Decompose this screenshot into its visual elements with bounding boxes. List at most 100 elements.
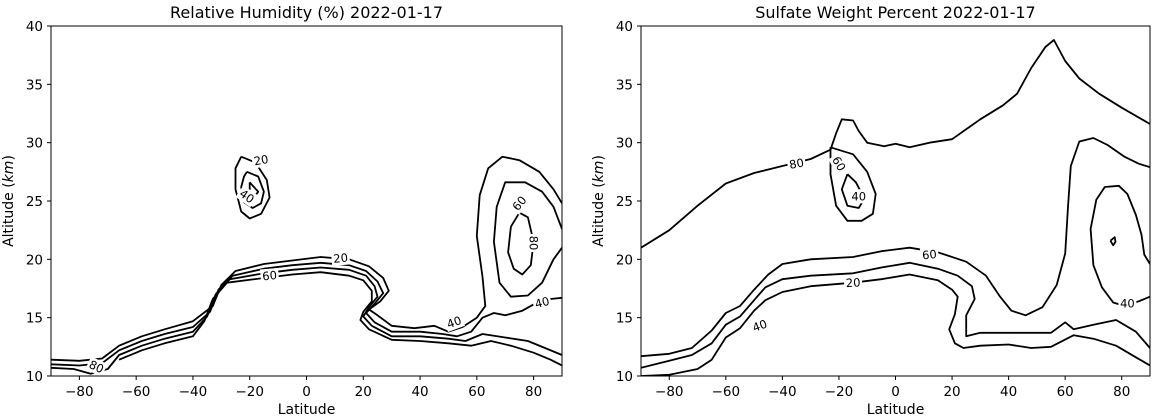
x-tick-label: 20: [355, 384, 372, 400]
contour-label-bg: [85, 356, 108, 377]
contour-line-40-3: [840, 173, 866, 209]
contour-label-0: 80: [786, 155, 807, 173]
x-tick-label: 40: [411, 384, 428, 400]
contour-label-text: 80: [527, 236, 541, 251]
x-tick-label: −60: [122, 384, 151, 400]
x-tick-label: −80: [65, 384, 94, 400]
contour-line-40-5: [1089, 184, 1150, 307]
x-tick-label: 80: [525, 384, 542, 400]
contour-label-bg: [331, 250, 351, 266]
y-tick-label: 30: [616, 136, 633, 152]
contour-label-text: 80: [87, 357, 106, 376]
chart-title: Relative Humidity (%) 2022-01-17: [170, 3, 443, 22]
contour-label-bg: [260, 267, 280, 284]
contour-label-text: 40: [445, 313, 464, 331]
contour-label-bg: [531, 293, 553, 312]
contour-label-6: 40: [1118, 296, 1137, 311]
x-tick-label: −60: [712, 384, 741, 400]
x-tick-label: 60: [1057, 384, 1074, 400]
contour-label-bg: [828, 152, 850, 175]
contour-label-bg: [919, 246, 939, 263]
contour-label-bg: [235, 185, 259, 208]
contour-label-2: 40: [849, 189, 868, 204]
contour-label-bg: [526, 234, 541, 252]
contour-label-text: 40: [237, 186, 257, 206]
contour-line-20-7: [1109, 236, 1117, 247]
chart-title: Sulfate Weight Percent 2022-01-17: [755, 3, 1035, 22]
x-tick-label: −40: [768, 384, 797, 400]
contour-label-8: 40: [235, 185, 259, 208]
y-tick-label: 35: [616, 77, 633, 93]
x-tick-label: −20: [235, 384, 264, 400]
contour-line-60-1: [641, 137, 1150, 358]
contour-label-bg: [748, 316, 771, 336]
x-axis-label: Latitude: [867, 402, 925, 418]
contour-label-text: 20: [333, 251, 349, 266]
x-tick-label: 0: [302, 384, 311, 400]
contour-label-0: 20: [331, 250, 351, 266]
contour-lines: [51, 155, 562, 375]
y-tick-label: 15: [26, 311, 43, 327]
contour-label-5: 40: [748, 316, 771, 336]
y-tick-label: 35: [26, 77, 43, 93]
contour-label-text: 40: [751, 317, 770, 335]
contour-label-text: 40: [533, 294, 551, 311]
y-tick-label: 40: [26, 19, 43, 35]
contour-line-20-0: [51, 155, 562, 362]
contour-label-1: 60: [260, 267, 280, 284]
contour-label-text: 60: [921, 247, 937, 262]
contour-label-text: 20: [845, 275, 860, 290]
x-axis-label: Latitude: [278, 402, 336, 418]
contour-label-text: 80: [788, 156, 805, 172]
y-tick-label: 30: [26, 136, 43, 152]
contour-line-40-1: [51, 261, 562, 367]
contour-line-80-0: [641, 39, 1150, 249]
contour-line-40-2: [51, 266, 562, 375]
contour-label-bg: [251, 151, 272, 169]
x-tick-label: −40: [179, 384, 208, 400]
contour-label-6: 40: [531, 293, 553, 312]
contour-label-text: 60: [262, 268, 278, 283]
contour-label-bg: [786, 155, 807, 173]
y-tick-label: 20: [616, 252, 633, 268]
x-tick-label: 60: [468, 384, 485, 400]
contour-label-bg: [1118, 296, 1137, 311]
y-tick-label: 10: [26, 369, 43, 385]
x-tick-label: 20: [943, 384, 960, 400]
contour-line-40-7: [240, 170, 265, 209]
contour-label-bg: [843, 275, 863, 291]
contour-line-40-4: [641, 261, 1150, 369]
x-tick-label: 80: [1113, 384, 1130, 400]
contour-label-bg: [849, 189, 868, 204]
contour-line-60-3: [118, 271, 562, 367]
y-tick-label: 15: [616, 311, 633, 327]
y-tick-label: 25: [26, 194, 43, 210]
contour-label-5: 80: [526, 234, 541, 252]
plot-frame: [50, 25, 563, 377]
sulfate-weight-percent-panel: 80 60 40 60 20 40 40 −80 −60 −40 −20 0 20 40 60 80 10 15 2…: [591, 3, 1151, 418]
contour-label-3: 60: [919, 246, 939, 263]
contour-label-bg: [508, 191, 531, 215]
contour-lines: [641, 39, 1150, 376]
y-axis-label: Altitude (km): [1, 155, 17, 247]
contour-label-2: 40: [443, 312, 465, 332]
y-axis-label: Altitude (km): [591, 155, 607, 247]
contour-label-text: 60: [829, 154, 848, 174]
x-tick-label: 40: [1000, 384, 1017, 400]
contour-label-bg: [443, 312, 465, 332]
contour-line-80-5: [507, 211, 535, 276]
contour-label-text: 40: [1120, 297, 1135, 311]
contour-line-20-6: [234, 155, 271, 220]
x-tick-label: −20: [825, 384, 854, 400]
contour-label-3: 80: [85, 356, 108, 377]
contour-label-4: 60: [508, 191, 531, 215]
relative-humidity-panel: 20 60 40 80 60 80 40 20 40 −80 −60 −40 −20 0 20 40 60 80 1…: [1, 3, 563, 418]
contour-label-4: 20: [843, 275, 863, 291]
y-tick-label: 40: [616, 19, 633, 35]
contour-label-7: 20: [251, 151, 272, 169]
contour-label-text: 40: [851, 189, 866, 203]
y-tick-label: 20: [26, 252, 43, 268]
y-tick-label: 10: [616, 369, 633, 385]
contour-line-60-2: [829, 146, 877, 222]
